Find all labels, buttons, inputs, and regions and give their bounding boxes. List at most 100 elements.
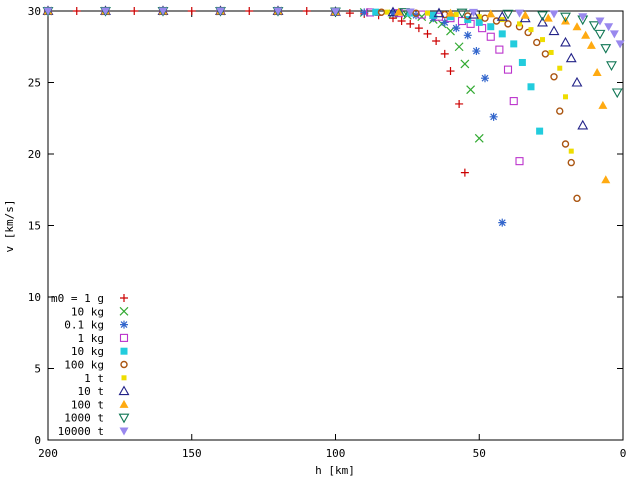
legend-marker <box>120 320 128 329</box>
data-point <box>565 52 577 63</box>
data-point <box>556 107 564 115</box>
legend-label: 1 kg <box>78 332 105 345</box>
legend-label: 10 kg <box>71 305 104 318</box>
data-point <box>499 17 505 23</box>
data-point <box>517 21 522 27</box>
data-point <box>594 29 606 40</box>
data-point <box>515 9 524 18</box>
legend-marker <box>118 413 130 424</box>
data-point <box>550 73 558 81</box>
data-point <box>510 40 518 48</box>
data-point <box>541 50 550 58</box>
data-point <box>463 31 472 40</box>
series-10 <box>43 7 625 49</box>
data-point <box>487 23 495 31</box>
data-point <box>557 65 563 71</box>
data-point <box>496 11 508 21</box>
data-point <box>399 8 410 18</box>
data-point <box>615 40 625 49</box>
x-tick-label: 200 <box>38 447 58 460</box>
data-point <box>586 40 596 49</box>
data-point <box>498 30 506 38</box>
data-point <box>588 21 600 31</box>
y-tick-label: 15 <box>28 220 41 233</box>
data-point <box>397 17 406 26</box>
data-point <box>446 8 455 17</box>
data-point <box>454 42 464 52</box>
data-point <box>423 29 432 38</box>
legend-label: 1000 t <box>64 412 104 425</box>
data-point <box>524 28 532 37</box>
legend-label: 0.1 kg <box>64 319 104 332</box>
data-point <box>592 67 602 76</box>
legend-marker <box>121 375 127 381</box>
data-series <box>42 5 625 227</box>
data-point <box>486 9 496 18</box>
legend-label: m0 = 1 g <box>51 292 104 305</box>
data-point <box>578 13 588 22</box>
data-point <box>492 17 501 25</box>
legend-marker <box>119 399 129 408</box>
legend-label: 1 t <box>84 372 104 385</box>
legend-label: 10 t <box>78 385 105 398</box>
data-point <box>360 8 369 17</box>
data-point <box>502 9 514 20</box>
series-2 <box>44 7 507 227</box>
data-point <box>481 74 489 83</box>
data-point <box>429 11 437 19</box>
data-point <box>601 175 611 184</box>
data-point <box>460 59 470 69</box>
data-point <box>486 32 495 41</box>
legend-label: 10 kg <box>71 345 104 358</box>
data-point <box>440 49 449 58</box>
data-point <box>611 88 623 99</box>
data-point <box>604 23 614 32</box>
data-point <box>481 14 489 22</box>
data-point <box>466 85 476 95</box>
legend-marker <box>120 347 128 355</box>
y-axis-ticks: 0 5 10 15 20 25 30 <box>28 5 623 447</box>
data-point <box>543 13 553 22</box>
data-point <box>540 37 545 43</box>
data-point <box>372 8 380 16</box>
data-point <box>560 12 571 23</box>
data-point <box>387 6 399 17</box>
legend-label: 100 t <box>71 398 104 411</box>
data-point <box>460 168 469 177</box>
data-point <box>456 8 468 19</box>
series-1 <box>43 6 484 143</box>
data-point <box>455 99 464 108</box>
data-point <box>474 133 484 143</box>
data-point <box>606 61 617 71</box>
x-tick-label: 100 <box>326 447 346 460</box>
data-point <box>245 7 254 15</box>
x-axis-label: h [km] <box>315 464 355 477</box>
data-point <box>447 13 454 21</box>
data-point <box>384 9 390 15</box>
data-point <box>548 25 560 36</box>
x-tick-label: 50 <box>473 447 486 460</box>
data-point <box>572 22 582 31</box>
data-point <box>130 7 139 15</box>
data-point <box>577 119 589 130</box>
x-axis-ticks: 200 150 100 50 0 <box>38 11 626 460</box>
data-point <box>498 218 507 227</box>
data-point <box>600 44 612 54</box>
y-tick-label: 5 <box>34 363 41 376</box>
data-point <box>560 36 571 47</box>
legend-marker <box>120 360 128 369</box>
data-point <box>158 7 168 16</box>
data-point <box>567 158 575 167</box>
data-point <box>216 7 225 16</box>
data-point <box>389 9 397 18</box>
data-point <box>414 24 423 33</box>
legend-label: 10000 t <box>58 425 104 438</box>
data-point <box>405 8 415 17</box>
data-point <box>187 7 196 15</box>
data-point <box>475 18 483 26</box>
legend-marker <box>118 385 130 396</box>
data-point <box>468 8 479 19</box>
data-point <box>495 45 504 54</box>
data-point <box>406 19 415 28</box>
